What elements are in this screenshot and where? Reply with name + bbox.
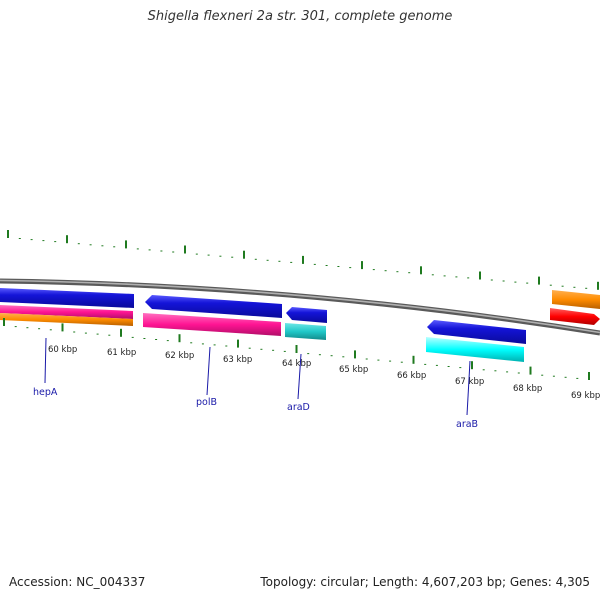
- outer-tick-track: [7, 230, 599, 290]
- gene-leader-araB: [466, 360, 471, 416]
- gene-feature-araB-arrow: [427, 320, 526, 344]
- gene-label-polB[interactable]: polB: [196, 397, 217, 408]
- gene-feature-magenta-left: [0, 305, 133, 319]
- gene-feature-red-right-arrow: [550, 308, 600, 325]
- gene-feature-cyan-araB: [426, 337, 524, 362]
- ruler-label-67kbp: 67 kbp: [455, 377, 484, 387]
- ruler-label-60kbp: 60 kbp: [48, 345, 77, 355]
- gene-feature-polB-arrow: [145, 295, 282, 318]
- ruler-tick-track: [3, 318, 590, 380]
- ruler-label-63kbp: 63 kbp: [223, 355, 252, 365]
- genome-summary-text: Topology: circular; Length: 4,607,203 bp…: [260, 575, 590, 589]
- gene-label-araB[interactable]: araB: [456, 419, 478, 430]
- gene-leader-polB: [206, 346, 211, 396]
- gene-feature-teal-araD: [285, 323, 326, 340]
- ruler-label-61kbp: 61 kbp: [107, 348, 136, 358]
- gene-leader-hepA: [44, 337, 47, 384]
- genome-title: Shigella flexneri 2a str. 301, complete …: [147, 9, 453, 24]
- ruler-label-68kbp: 68 kbp: [513, 384, 542, 394]
- ruler-label-65kbp: 65 kbp: [339, 365, 368, 375]
- ruler-label-69kbp: 69 kbp: [571, 391, 600, 401]
- gene-leader-araD: [297, 353, 302, 400]
- gene-feature-orange-left: [0, 313, 133, 326]
- gene-feature-araD-arrow: [286, 307, 327, 323]
- gene-feature-orange-right: [552, 290, 600, 309]
- ruler-label-64kbp: 64 kbp: [282, 359, 311, 369]
- ruler-label-66kbp: 66 kbp: [397, 371, 426, 381]
- accession-text: Accession: NC_004337: [9, 575, 146, 589]
- gene-feature-blue-left: [0, 288, 134, 308]
- gene-label-araD[interactable]: araD: [287, 402, 310, 413]
- gene-feature-magenta-polB: [143, 313, 281, 336]
- genome-backbone-highlight: [0, 279, 600, 334]
- ruler-label-62kbp: 62 kbp: [165, 351, 194, 361]
- gene-label-hepA[interactable]: hepA: [33, 387, 58, 398]
